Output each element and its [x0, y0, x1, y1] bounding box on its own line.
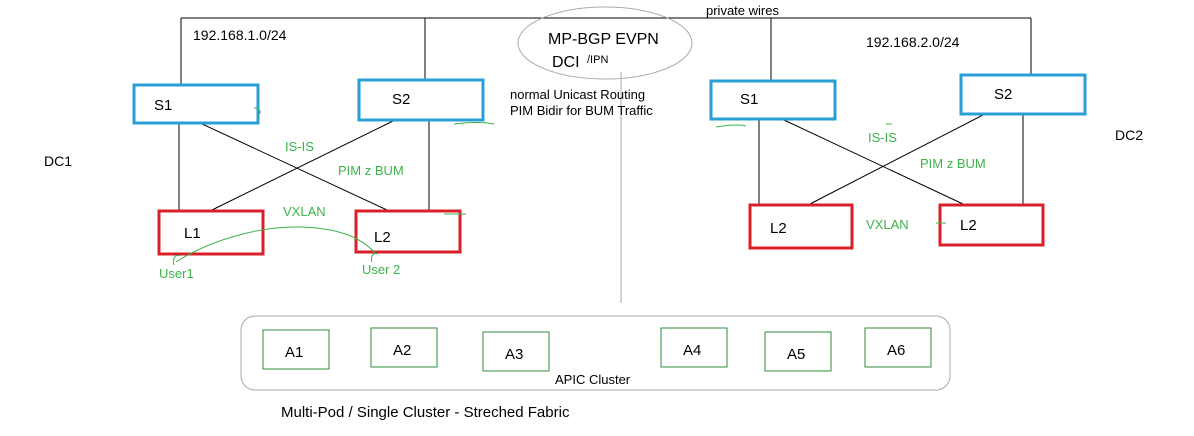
dc2-leaf-l2a-label: L2 — [770, 220, 787, 237]
mpbgp-label: MP-BGP EVPN — [548, 31, 659, 48]
pim-bidir-label: PIM Bidir for BUM Traffic — [510, 103, 653, 118]
private-wires-label: private wires — [706, 3, 779, 18]
dc1-spine-s1[interactable] — [132, 83, 260, 125]
private-wires — [180, 17, 1032, 85]
apic-node-5-label: A5 — [787, 346, 805, 363]
dci-label: DCI — [552, 54, 580, 71]
apic-node-6-label: A6 — [887, 342, 905, 359]
dc2-leaf-l2b[interactable] — [938, 203, 1045, 247]
subnet-dc2: 192.168.2.0/24 — [866, 34, 960, 50]
dc1-label: DC1 — [44, 153, 72, 169]
user2-label: User 2 — [362, 262, 400, 277]
dc2-isis-label: IS-IS — [868, 130, 897, 145]
dc1-links — [178, 120, 430, 211]
dc1-leaf-l2-label: L2 — [374, 229, 391, 246]
dc2-leaf-l2a[interactable] — [748, 203, 854, 250]
apic-node-4[interactable] — [660, 327, 728, 368]
dc1-spine-s2[interactable] — [357, 78, 485, 122]
dc1-isis-label: IS-IS — [285, 139, 314, 154]
user1-label: User1 — [159, 266, 194, 281]
dc2-vxlan-label: VXLAN — [866, 217, 909, 232]
apic-cluster-label: APIC Cluster — [555, 372, 631, 387]
ipn-label: /IPN — [587, 54, 608, 66]
dc1-pim-label: PIM z BUM — [338, 163, 404, 178]
diagram-caption: Multi-Pod / Single Cluster - Streched Fa… — [281, 404, 570, 421]
dc1-leaf-l2[interactable] — [354, 209, 462, 254]
dc1-green-strokes — [173, 107, 495, 266]
apic-cluster-container — [240, 315, 951, 391]
apic-node-3[interactable] — [482, 331, 550, 372]
apic-node-3-label: A3 — [505, 346, 523, 363]
dc1-leaf-l1-label: L1 — [184, 225, 201, 242]
dc2-spine-s1[interactable] — [709, 79, 837, 121]
dc2-label: DC2 — [1115, 127, 1143, 143]
subnet-dc1: 192.168.1.0/24 — [193, 27, 287, 43]
dc1-vxlan-label: VXLAN — [283, 204, 326, 219]
apic-node-1[interactable] — [262, 329, 330, 370]
dc1-spine-s1-label: S1 — [154, 97, 172, 114]
unicast-label: normal Unicast Routing — [510, 87, 645, 102]
apic-node-5[interactable] — [764, 331, 832, 372]
dc2-pim-label: PIM z BUM — [920, 156, 986, 171]
apic-node-2[interactable] — [370, 327, 438, 368]
dc1-leaf-l1[interactable] — [157, 209, 265, 256]
dc2-green-strokes — [715, 123, 946, 224]
apic-node-2-label: A2 — [393, 342, 411, 359]
dc2-spine-s2[interactable] — [959, 73, 1087, 116]
dc2-spine-s1-label: S1 — [740, 91, 758, 108]
apic-node-6[interactable] — [864, 327, 932, 368]
dc2-leaf-l2b-label: L2 — [960, 217, 977, 234]
dc2-links — [758, 114, 1024, 206]
apic-node-1-label: A1 — [285, 344, 303, 361]
apic-node-4-label: A4 — [683, 342, 701, 359]
dc1-spine-s2-label: S2 — [392, 91, 410, 108]
dci-ellipse — [517, 6, 693, 80]
apic-nodes: A1 A2 A3 A4 A5 A6 — [262, 327, 932, 372]
dc2-spine-s2-label: S2 — [994, 86, 1012, 103]
